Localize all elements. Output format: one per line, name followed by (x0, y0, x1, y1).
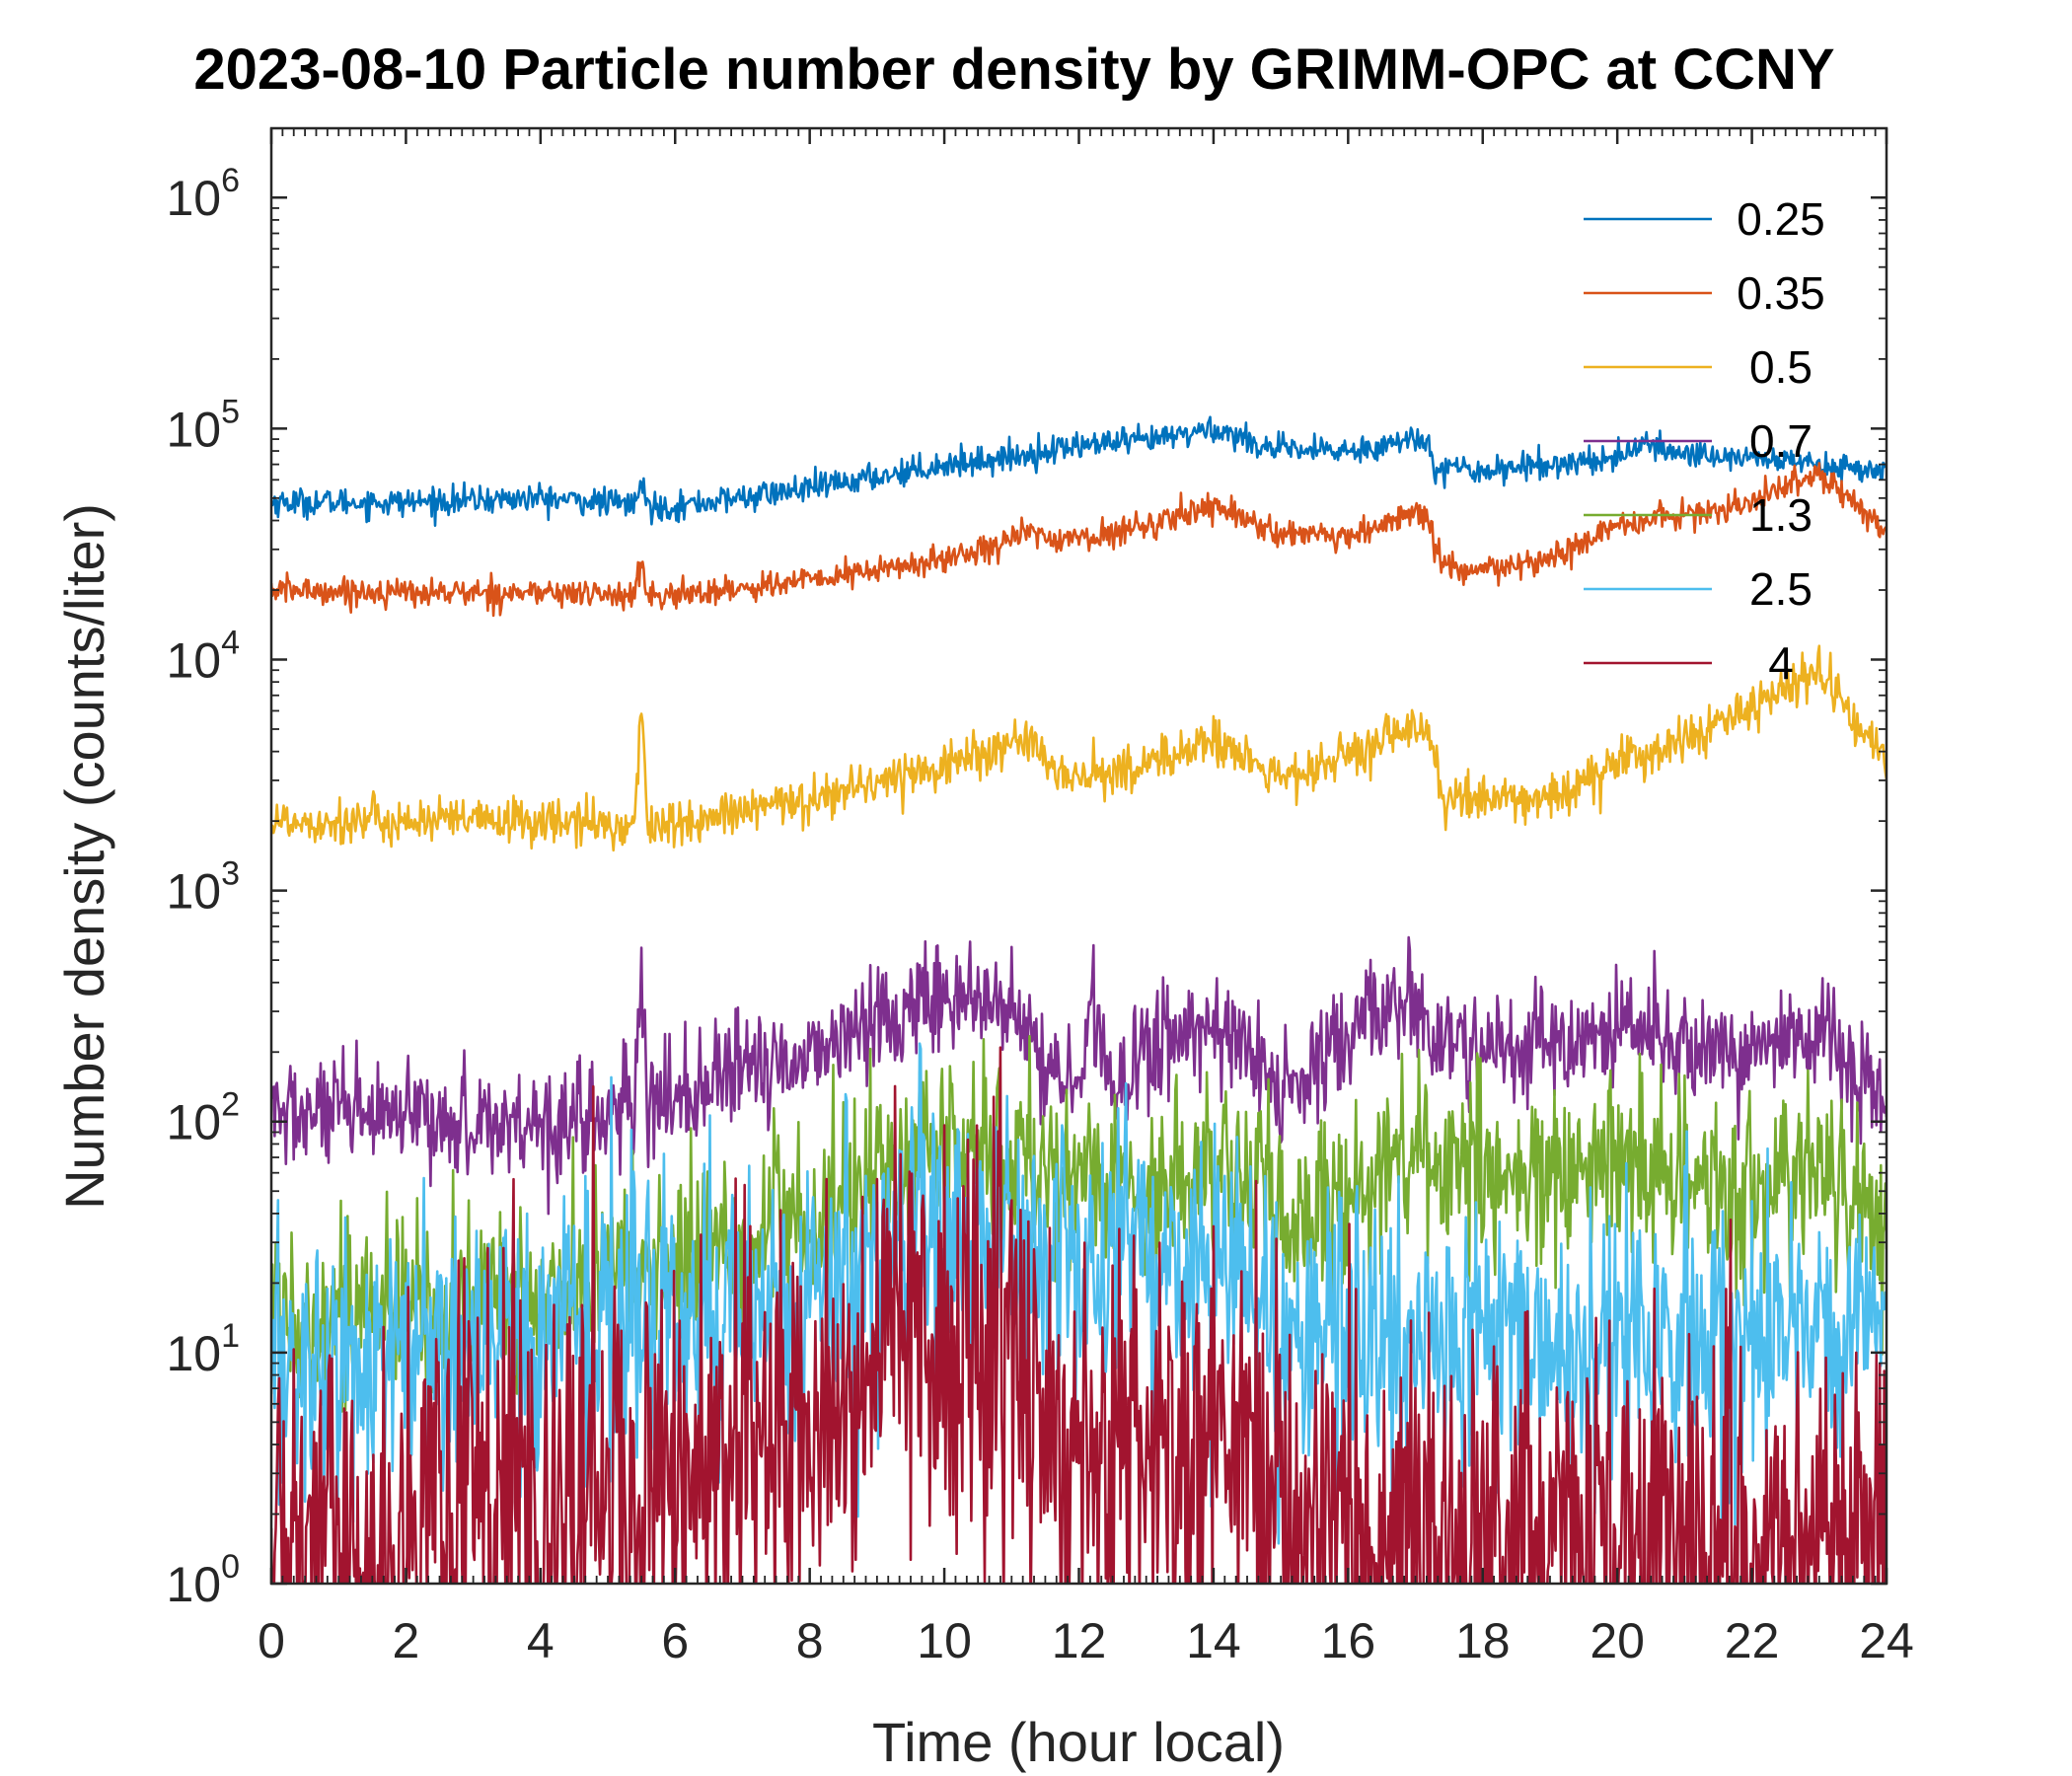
x-tick-label: 6 (661, 1613, 689, 1668)
x-tick-label: 8 (796, 1613, 824, 1668)
x-tick-label: 20 (1590, 1613, 1645, 1668)
legend-label-0-7: 0.7 (1749, 415, 1813, 467)
legend-label-1-3: 1.3 (1749, 489, 1813, 541)
series-line-0-35 (271, 462, 1887, 618)
x-tick-label: 0 (258, 1613, 285, 1668)
axes: 0 2 4 6 8 10 12 14 16 18 20 22 241001011021031041051… (166, 126, 1914, 1668)
y-axis-label: Number density (counts/liter) (53, 503, 115, 1210)
x-tick-label: 10 (917, 1613, 972, 1668)
y-tick-label: 103 (166, 855, 240, 920)
x-tick-label: 4 (527, 1613, 555, 1668)
x-tick-label: 24 (1859, 1613, 1914, 1668)
x-tick-label: 16 (1321, 1613, 1376, 1668)
x-tick-label: 14 (1186, 1613, 1241, 1668)
legend-label-2-5: 2.5 (1749, 563, 1813, 615)
legend-label-0-5: 0.5 (1749, 341, 1813, 393)
series-layer (271, 415, 1887, 1584)
chart-title: 2023-08-10 Particle number density by GR… (193, 37, 1834, 102)
series-line-2-5 (271, 1042, 1887, 1545)
x-tick-label: 2 (393, 1613, 420, 1668)
legend-label-0-25: 0.25 (1737, 193, 1825, 245)
x-tick-label: 22 (1725, 1613, 1780, 1668)
legend-label-0-35: 0.35 (1737, 267, 1825, 319)
series-line-4 (271, 1046, 1887, 1584)
x-axis-label: Time (hour local) (872, 1711, 1285, 1773)
x-tick-label: 18 (1455, 1613, 1511, 1668)
legend: 0.25 0.35 0.5 0.7 1.3 2.5 4 (1584, 193, 1825, 689)
series-line-0-25 (271, 415, 1887, 528)
series-line-0-7 (271, 935, 1887, 1216)
y-tick-label: 100 (166, 1548, 240, 1612)
legend-label-4: 4 (1768, 637, 1794, 689)
series-line-0-5 (271, 644, 1887, 852)
x-tick-label: 12 (1052, 1613, 1107, 1668)
y-tick-label: 101 (166, 1317, 240, 1381)
